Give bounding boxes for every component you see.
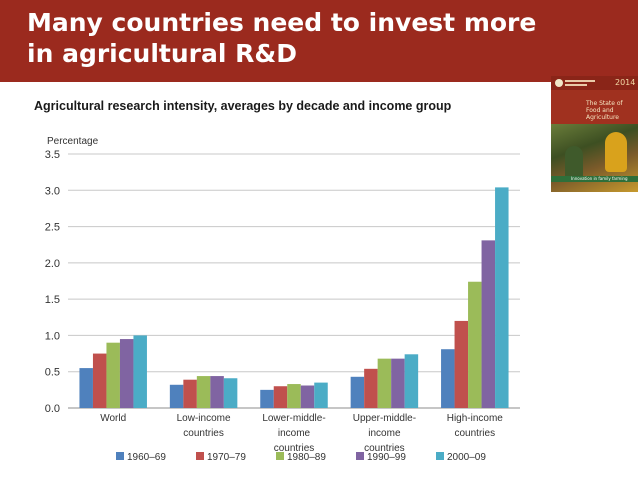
bar (106, 342, 120, 408)
x-tick-label: countries (455, 428, 496, 439)
x-tick-label: countries (183, 428, 224, 439)
legend-label: 1960–69 (127, 452, 166, 463)
bar (377, 358, 392, 408)
cover-subtitle: Innovation in family farming (571, 176, 628, 181)
bars-layer (79, 187, 509, 408)
bar (210, 376, 224, 408)
legend-label: 2000–09 (447, 452, 486, 463)
x-tick-label: World (100, 413, 126, 424)
legend-swatch (436, 452, 444, 460)
cover-logo-text-line (565, 84, 587, 86)
bar (260, 389, 274, 408)
x-tick-label: income (278, 428, 311, 439)
legend-label: 1970–79 (207, 452, 246, 463)
bar (196, 376, 211, 408)
bar (133, 335, 147, 408)
x-tick-label: Lower-middle- (262, 413, 325, 424)
bar (223, 378, 238, 408)
legend-swatch (276, 452, 284, 460)
x-tick-label: income (368, 428, 401, 439)
cover-title: The State of Food and Agriculture (586, 100, 623, 121)
bar (441, 349, 455, 408)
bar (495, 187, 509, 408)
cover-subtitle-band (551, 176, 638, 182)
legend: 1960–69 1970–79 1980–89 1990–99 2000–09 (116, 452, 486, 463)
fao-logo-icon (555, 79, 563, 87)
slide-title-line-1: Many countries need to invest more (27, 8, 537, 37)
y-tick-label: 3.0 (45, 185, 60, 197)
y-tick-label: 0.5 (45, 367, 60, 379)
bar (183, 379, 197, 408)
y-tick-label: 1.5 (45, 294, 60, 306)
bar (92, 353, 107, 408)
y-tick-label: 3.5 (45, 149, 60, 161)
legend-label: 1980–89 (287, 452, 326, 463)
bar (364, 368, 378, 408)
bar (169, 384, 184, 408)
chart-title: Agricultural research intensity, average… (34, 99, 452, 113)
bar (481, 240, 496, 408)
legend-swatch (196, 452, 204, 460)
report-cover-thumbnail: 2014 The State of Food and Agriculture I… (551, 76, 638, 192)
y-tick-label: 1.0 (45, 330, 60, 342)
cover-photo-figure (565, 146, 583, 182)
y-tick-label: 0.0 (45, 403, 60, 415)
y-tick-label: 2.5 (45, 222, 60, 234)
category-labels: World Low-income countries Lower-middle-inc… (100, 413, 503, 454)
x-tick-label: High-income (447, 413, 504, 424)
bar (391, 358, 405, 408)
bar (350, 376, 365, 408)
bar (119, 339, 134, 408)
bar (468, 281, 482, 408)
legend-swatch (116, 452, 124, 460)
x-tick-label: Upper-middle- (353, 413, 416, 424)
slide-title-line-2: in agricultural R&D (27, 39, 297, 68)
bar (300, 385, 315, 408)
bar (454, 320, 469, 408)
x-tick-label: countries (364, 443, 405, 454)
bar (314, 382, 328, 408)
title-banner: Many countries need to invest more in ag… (0, 0, 638, 82)
bar (79, 368, 93, 408)
legend-label: 1990–99 (367, 452, 406, 463)
legend-swatch (356, 452, 364, 460)
y-axis-label: Percentage (47, 136, 99, 147)
x-tick-label: countries (274, 443, 315, 454)
cover-header-band (551, 76, 638, 90)
bar (404, 354, 419, 408)
bar (287, 384, 301, 408)
y-tick-label: 2.0 (45, 258, 60, 270)
bar (273, 386, 288, 408)
cover-photo-figure (605, 132, 627, 172)
cover-logo-text-line (565, 80, 595, 82)
cover-year: 2014 (615, 78, 636, 87)
x-tick-label: Low-income (177, 413, 231, 424)
